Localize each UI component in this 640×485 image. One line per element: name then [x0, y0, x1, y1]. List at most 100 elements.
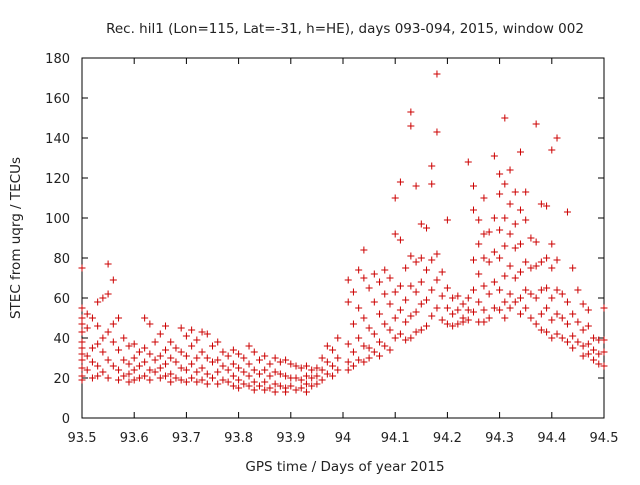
data-point	[595, 350, 603, 358]
data-point	[313, 372, 321, 380]
y-tick-label: 0	[62, 412, 70, 427]
y-tick-label: 40	[53, 332, 70, 347]
data-point	[511, 298, 519, 306]
data-point	[423, 322, 431, 330]
data-point	[569, 310, 577, 318]
data-point	[130, 366, 138, 374]
data-point	[282, 356, 290, 364]
data-point	[464, 158, 472, 166]
x-tick-label: 93.8	[224, 431, 253, 446]
data-point	[94, 372, 102, 380]
data-point	[193, 368, 201, 376]
x-tick-label: 93.5	[68, 431, 97, 446]
data-point	[203, 330, 211, 338]
data-point	[177, 364, 185, 372]
data-point	[250, 348, 258, 356]
data-point	[83, 366, 91, 374]
data-point	[501, 314, 509, 322]
data-point	[443, 216, 451, 224]
data-point	[229, 360, 237, 368]
data-point	[574, 338, 582, 346]
data-point	[563, 298, 571, 306]
data-point	[381, 290, 389, 298]
data-point	[104, 328, 112, 336]
data-point	[496, 254, 504, 262]
data-point	[543, 304, 551, 312]
data-point	[214, 368, 222, 376]
data-point	[334, 334, 342, 342]
data-point	[522, 304, 530, 312]
data-point	[396, 330, 404, 338]
data-point	[349, 348, 357, 356]
data-point	[443, 320, 451, 328]
data-point	[464, 306, 472, 314]
data-point	[475, 216, 483, 224]
x-tick-label: 93.6	[120, 431, 149, 446]
x-tick-label: 93.7	[172, 431, 201, 446]
x-tick-label: 94.3	[485, 431, 514, 446]
data-point	[511, 220, 519, 228]
data-point	[261, 378, 269, 386]
data-point	[308, 382, 316, 390]
data-point	[229, 382, 237, 390]
data-point	[470, 286, 477, 294]
data-point	[569, 332, 577, 340]
data-point	[334, 354, 342, 362]
data-point	[94, 340, 102, 348]
data-point	[261, 352, 269, 360]
data-point	[443, 304, 451, 312]
data-point	[480, 306, 488, 314]
data-point	[396, 282, 404, 290]
data-point	[407, 334, 415, 342]
data-point	[88, 314, 96, 322]
data-point	[135, 348, 143, 356]
data-point	[188, 342, 196, 350]
data-point	[496, 286, 504, 294]
data-point	[182, 332, 190, 340]
data-point	[506, 230, 514, 238]
data-point	[146, 350, 154, 358]
data-point	[266, 384, 274, 392]
data-point	[224, 378, 232, 386]
data-point	[318, 354, 326, 362]
data-point	[548, 316, 556, 324]
data-point	[109, 276, 117, 284]
data-point	[449, 310, 457, 318]
data-point	[600, 348, 608, 356]
data-point	[579, 326, 587, 334]
data-point	[130, 340, 138, 348]
data-point	[370, 348, 378, 356]
data-point	[198, 364, 206, 372]
data-point	[569, 264, 577, 272]
data-point	[83, 352, 91, 360]
data-point	[360, 342, 368, 350]
data-point	[156, 364, 164, 372]
data-point	[381, 266, 389, 274]
data-point	[506, 304, 514, 312]
data-point	[480, 230, 488, 238]
data-point	[590, 356, 598, 364]
data-point	[516, 240, 524, 248]
data-point	[156, 330, 164, 338]
data-point	[600, 304, 608, 312]
data-point	[78, 364, 86, 372]
data-point	[109, 338, 117, 346]
data-point	[229, 346, 237, 354]
data-point	[261, 386, 269, 394]
data-point	[485, 290, 493, 298]
data-point	[360, 314, 368, 322]
data-point	[344, 340, 352, 348]
data-point	[407, 108, 415, 116]
data-point	[349, 320, 357, 328]
data-point	[449, 294, 457, 302]
data-point	[203, 354, 211, 362]
data-point	[376, 338, 384, 346]
data-point	[506, 200, 514, 208]
data-point	[412, 288, 420, 296]
data-point	[579, 300, 587, 308]
data-point	[302, 362, 310, 370]
data-point	[329, 372, 337, 380]
data-point	[130, 354, 138, 362]
data-point	[511, 244, 519, 252]
data-point	[182, 366, 190, 374]
